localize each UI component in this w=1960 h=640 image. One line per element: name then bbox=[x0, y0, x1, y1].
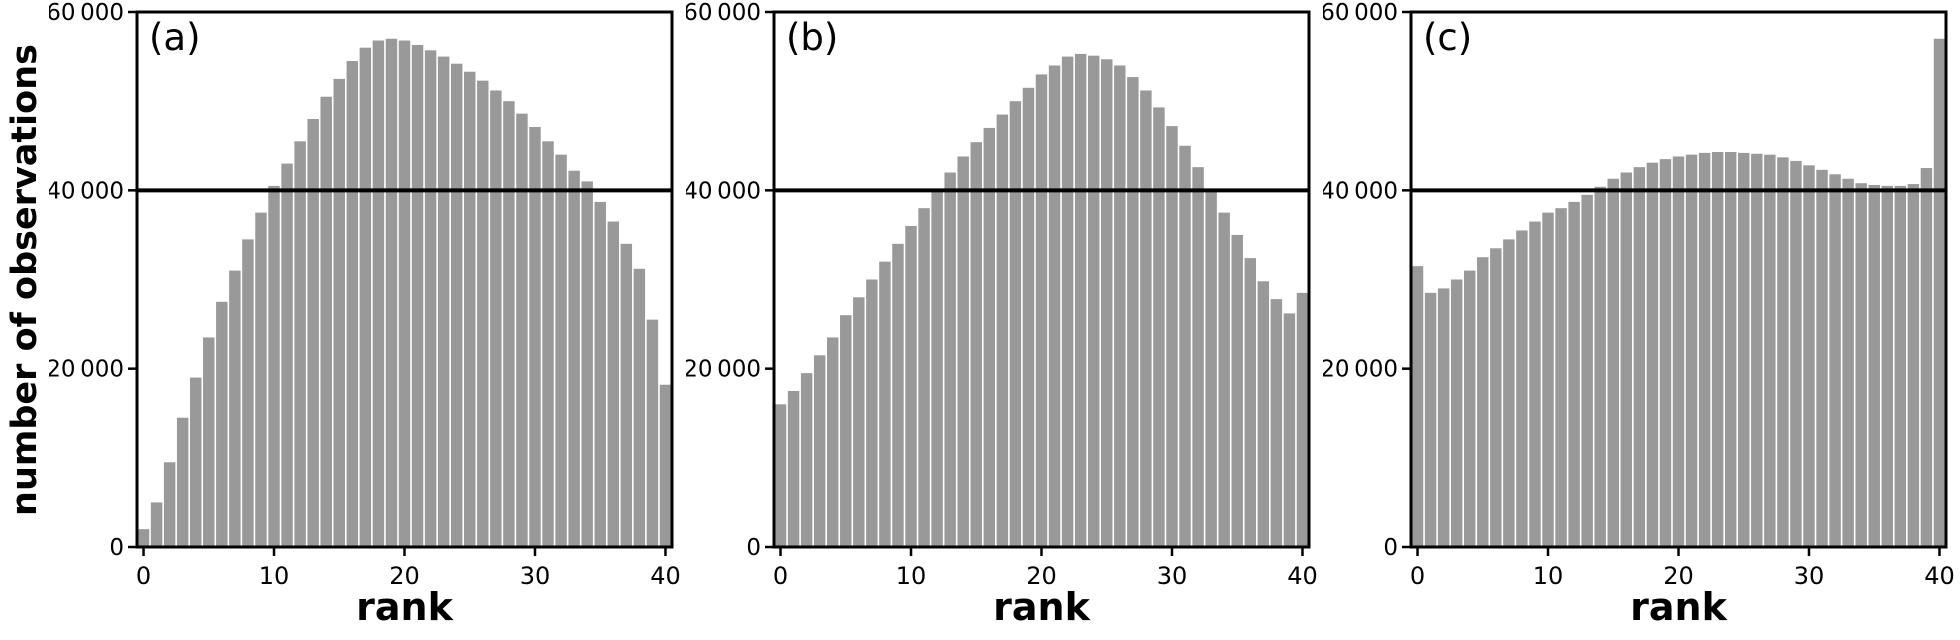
svg-text:20 000: 20 000 bbox=[686, 357, 761, 383]
panel-a: 0 20 000 40 000 60 000 0 10 20 30 40 (a) rank bbox=[49, 0, 686, 640]
svg-text:0: 0 bbox=[773, 562, 788, 590]
svg-text:10: 10 bbox=[259, 562, 290, 590]
svg-text:10: 10 bbox=[1533, 562, 1564, 590]
svg-text:40: 40 bbox=[1287, 562, 1318, 590]
svg-text:30: 30 bbox=[1157, 562, 1188, 590]
svg-text:0: 0 bbox=[1410, 562, 1425, 590]
histogram-c: 0 20 000 40 000 60 000 0 10 20 30 40 bbox=[1323, 0, 1955, 590]
x-axis-title-a: rank bbox=[356, 585, 453, 629]
svg-text:0: 0 bbox=[746, 535, 761, 561]
svg-text:0: 0 bbox=[109, 535, 124, 561]
svg-text:60 000: 60 000 bbox=[1323, 0, 1398, 26]
svg-text:40: 40 bbox=[1924, 562, 1955, 590]
panel-a-label: (a) bbox=[149, 16, 201, 59]
svg-text:60 000: 60 000 bbox=[49, 0, 124, 26]
svg-text:20: 20 bbox=[1663, 562, 1694, 590]
svg-text:40: 40 bbox=[650, 562, 681, 590]
svg-text:30: 30 bbox=[520, 562, 551, 590]
histogram-b: 0 20 000 40 000 60 000 0 10 20 30 40 bbox=[686, 0, 1318, 590]
svg-text:40 000: 40 000 bbox=[49, 178, 124, 204]
y-axis-title-column: number of observations bbox=[0, 0, 49, 560]
x-axis-title-c: rank bbox=[1630, 585, 1727, 629]
svg-text:60 000: 60 000 bbox=[686, 0, 761, 26]
histogram-a: 0 20 000 40 000 60 000 0 10 20 30 40 bbox=[49, 0, 681, 590]
svg-text:0: 0 bbox=[136, 562, 151, 590]
panel-c: 0 20 000 40 000 60 000 0 10 20 30 40 (c) rank bbox=[1323, 0, 1960, 640]
panel-c-label: (c) bbox=[1423, 16, 1473, 59]
panel-b: 0 20 000 40 000 60 000 0 10 20 30 40 (b) rank bbox=[686, 0, 1323, 640]
svg-text:10: 10 bbox=[896, 562, 927, 590]
svg-text:40 000: 40 000 bbox=[1323, 178, 1398, 204]
svg-text:20: 20 bbox=[389, 562, 420, 590]
svg-text:40 000: 40 000 bbox=[686, 178, 761, 204]
svg-text:30: 30 bbox=[1794, 562, 1825, 590]
svg-text:20: 20 bbox=[1026, 562, 1057, 590]
panel-b-label: (b) bbox=[786, 16, 839, 59]
svg-text:20 000: 20 000 bbox=[49, 357, 124, 383]
svg-text:20 000: 20 000 bbox=[1323, 357, 1398, 383]
x-axis-title-b: rank bbox=[993, 585, 1090, 629]
svg-text:0: 0 bbox=[1383, 535, 1398, 561]
y-axis-title: number of observations bbox=[4, 44, 45, 516]
